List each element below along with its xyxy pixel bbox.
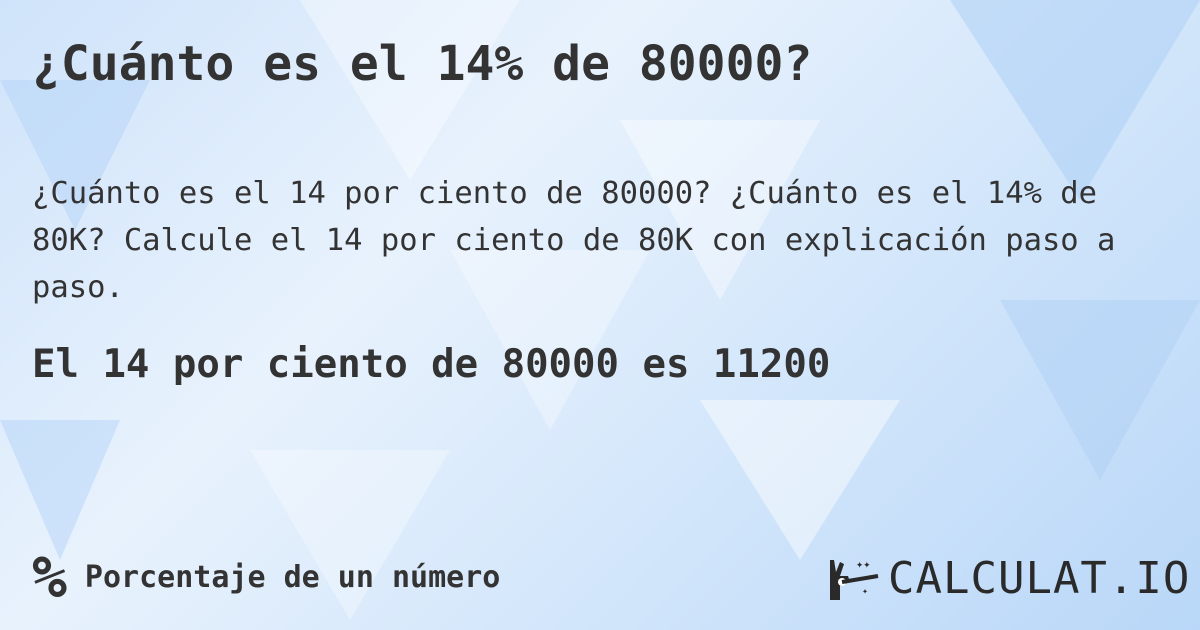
logo-text: CALCULAT.IO [888, 553, 1191, 604]
svg-text:✦: ✦ [862, 586, 868, 597]
result-text: El 14 por ciento de 80000 es 11200 [32, 342, 831, 387]
magic-hand-wand-icon: ✦✦ ✦ [830, 557, 879, 600]
percent-icon: % [32, 543, 67, 611]
page-title: ¿Cuánto es el 14% de 80000? [32, 36, 813, 92]
calculat-io-logo: ✦✦ ✦ CALCULAT.IO [826, 553, 1190, 604]
category: % Porcentaje de un número [32, 548, 500, 606]
category-label: Porcentaje de un número [84, 559, 501, 595]
svg-text:✦✦: ✦✦ [856, 557, 870, 571]
description: ¿Cuánto es el 14 por ciento de 80000? ¿C… [32, 176, 1116, 305]
